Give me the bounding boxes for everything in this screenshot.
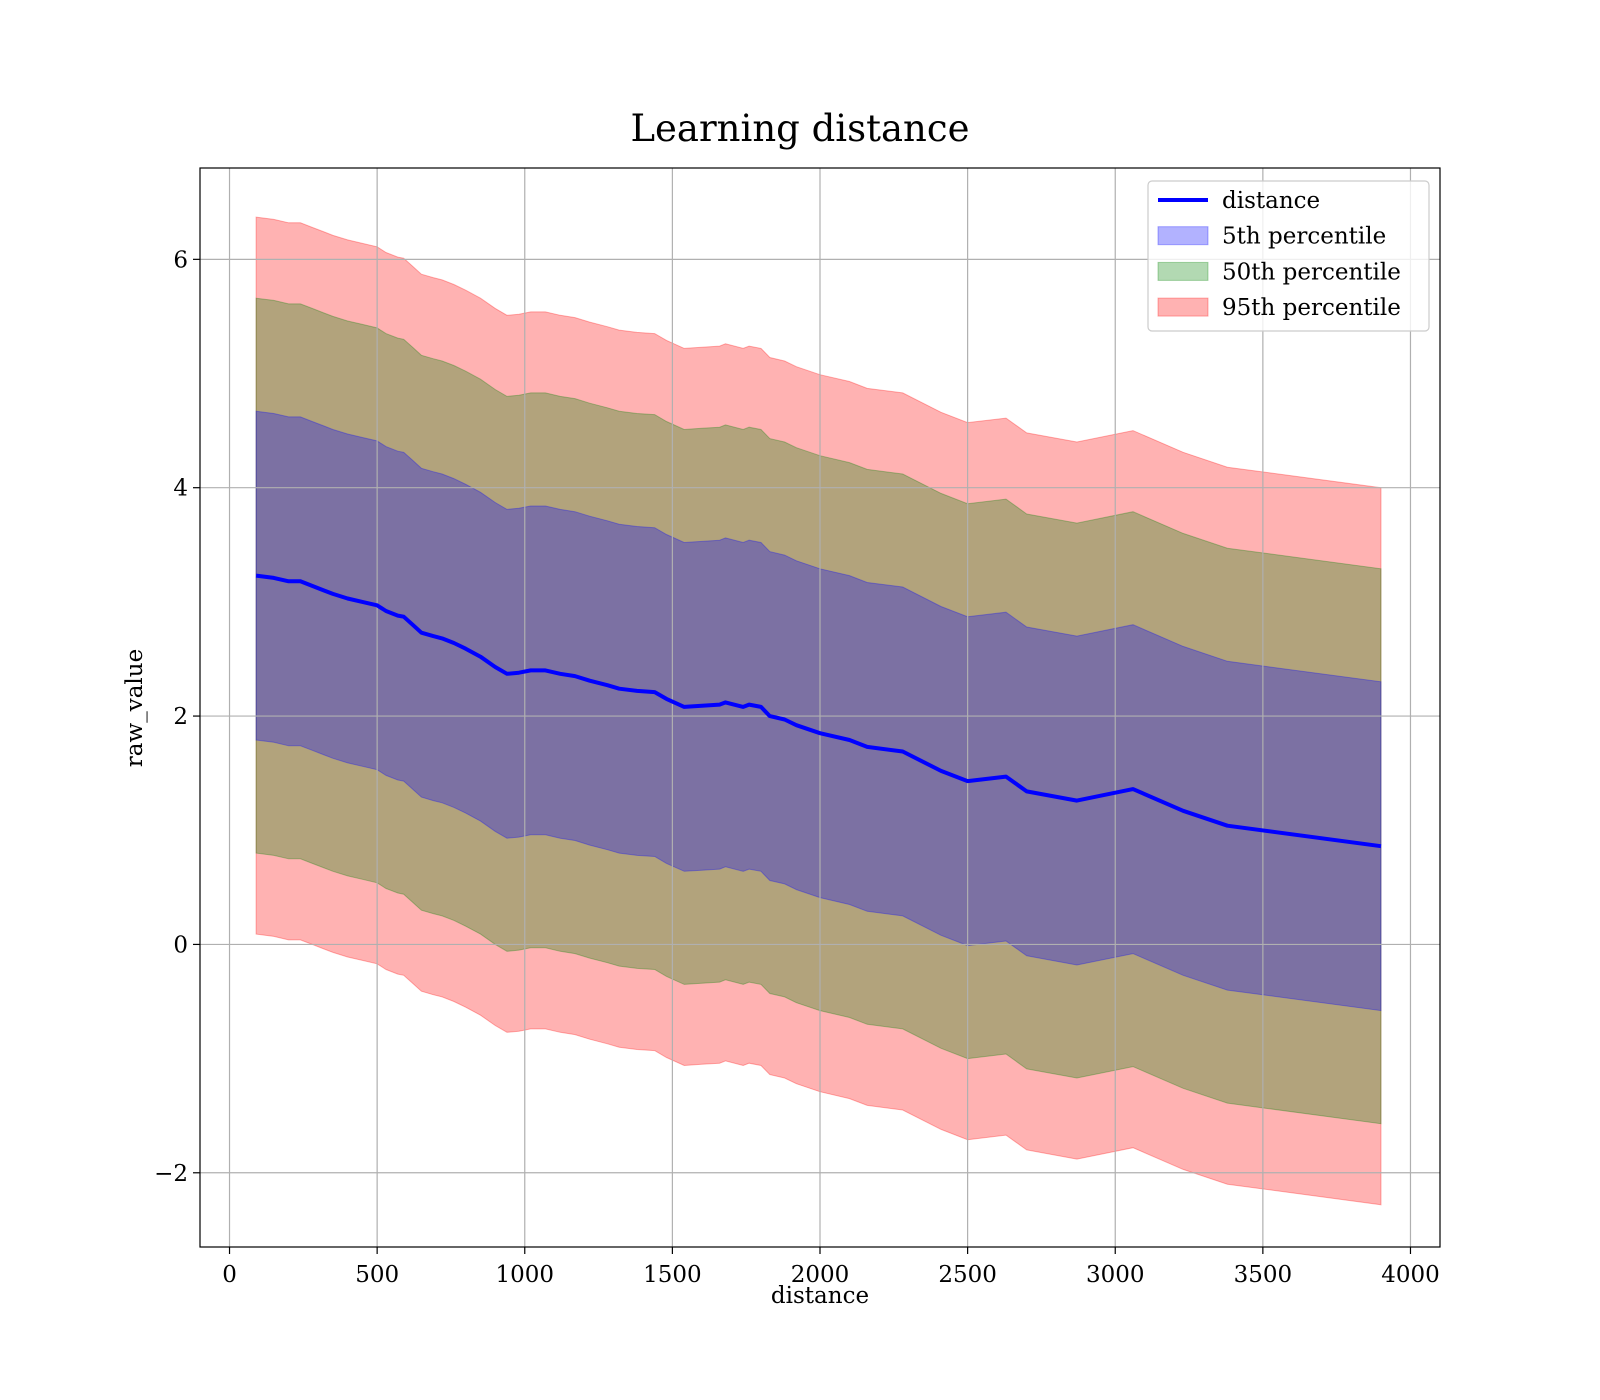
y-tick-label: 2 (173, 704, 188, 730)
x-axis-label: distance (771, 1283, 869, 1309)
x-tick-label: 4000 (1381, 1262, 1440, 1288)
legend-swatch-patch (1157, 261, 1209, 281)
legend-label: 50th percentile (1222, 259, 1401, 285)
x-axis: 0 500 1000 1500 2000 2500 3000 3500 4000 (222, 1247, 1440, 1288)
band-5th-percentile (255, 410, 1382, 1012)
x-tick-label: 3500 (1234, 1262, 1293, 1288)
legend-swatch-patch (1157, 297, 1209, 317)
x-tick-label: 0 (222, 1262, 237, 1288)
x-tick-label: 2000 (791, 1262, 850, 1288)
y-tick-label: 4 (173, 476, 188, 502)
series-line-distance (255, 573, 1382, 849)
y-axis-label: raw_value (122, 649, 148, 767)
band-50th-percentile (255, 297, 1382, 1125)
legend-label: distance (1222, 188, 1320, 214)
y-axis: −2 0 2 4 6 (154, 247, 200, 1187)
plot-area (200, 168, 1440, 1247)
x-tick-label: 1000 (495, 1262, 554, 1288)
x-tick-label: 500 (355, 1262, 399, 1288)
y-tick-label: 6 (173, 247, 188, 273)
legend-label: 5th percentile (1222, 224, 1386, 250)
legend-box (1147, 180, 1430, 332)
x-tick-label: 3000 (1086, 1262, 1145, 1288)
band-95th-percentile (255, 216, 1382, 1206)
x-tick-label: 1500 (643, 1262, 702, 1288)
x-tick-label: 2500 (938, 1262, 997, 1288)
legend-label: 95th percentile (1222, 295, 1401, 321)
chart-title: Learning distance (630, 107, 969, 150)
y-tick-label: 0 (173, 932, 188, 958)
legend-swatch-patch (1157, 226, 1209, 246)
legend: distance 5th percentile 50th percentile 95t… (1147, 180, 1430, 332)
y-tick-label: −2 (154, 1161, 188, 1187)
